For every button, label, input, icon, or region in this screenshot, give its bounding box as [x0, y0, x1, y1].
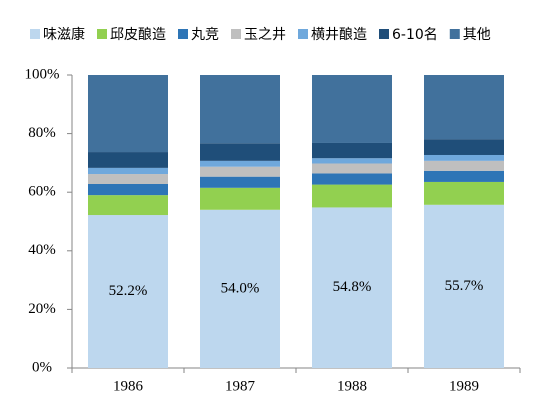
- bar-segment: [200, 166, 280, 177]
- bar-segment: [200, 187, 280, 210]
- legend-label: 6-10名: [392, 27, 438, 43]
- bar-segment: [424, 154, 504, 161]
- bar-segment: [312, 207, 392, 368]
- x-tick-label: 1988: [337, 378, 367, 394]
- legend-swatch: [30, 29, 40, 39]
- bar-segment: [88, 152, 168, 168]
- x-tick-label: 1987: [225, 378, 256, 394]
- bar-segment: [200, 176, 280, 188]
- bar-segment: [88, 75, 168, 153]
- bar-segment: [312, 173, 392, 185]
- data-label: 55.7%: [445, 278, 484, 294]
- bar-segment: [88, 215, 168, 368]
- bar-segment: [312, 142, 392, 159]
- x-tick-label: 1989: [449, 378, 479, 394]
- legend-label: 其他: [463, 27, 491, 43]
- bar-segment: [424, 181, 504, 205]
- bar-segment: [424, 139, 504, 155]
- bar-segment: [88, 195, 168, 216]
- bar-segment: [200, 143, 280, 161]
- legend-label: 丸竞: [191, 26, 219, 43]
- legend-swatch: [97, 29, 107, 39]
- bar-segment: [312, 163, 392, 174]
- legend-swatch: [298, 29, 308, 39]
- bar-segment: [312, 158, 392, 164]
- y-tick-label: 20%: [28, 301, 56, 317]
- bar-segment: [312, 184, 392, 208]
- bar-segment: [424, 160, 504, 171]
- bar-segment: [424, 75, 504, 140]
- bar-segment: [200, 160, 280, 167]
- y-tick-label: 40%: [28, 242, 56, 258]
- bar-segment: [88, 183, 168, 196]
- data-label: 54.8%: [333, 279, 372, 295]
- y-tick-label: 60%: [28, 184, 56, 200]
- legend-label: 味滋康: [43, 26, 85, 43]
- y-tick-label: 80%: [28, 125, 56, 141]
- bar-segment: [200, 75, 280, 144]
- legend-label: 邱皮酿造: [110, 27, 166, 43]
- bar-segment: [424, 204, 504, 368]
- y-tick-label: 0%: [32, 359, 52, 375]
- bar-segment: [88, 167, 168, 175]
- legend-swatch: [379, 29, 389, 39]
- y-tick-label: 100%: [25, 66, 60, 82]
- data-label: 54.0%: [221, 280, 260, 296]
- bar-segment: [312, 75, 392, 143]
- bar-segment: [200, 209, 280, 368]
- legend-swatch: [231, 29, 241, 39]
- data-label: 52.2%: [109, 283, 148, 299]
- legend-swatch: [449, 29, 460, 39]
- bar-segment: [424, 170, 504, 182]
- legend-label: 玉之井: [244, 27, 286, 43]
- legend-label: 横井酿造: [311, 27, 367, 43]
- bar-segment: [88, 174, 168, 184]
- x-tick-label: 1986: [113, 378, 144, 394]
- legend-swatch: [178, 29, 188, 39]
